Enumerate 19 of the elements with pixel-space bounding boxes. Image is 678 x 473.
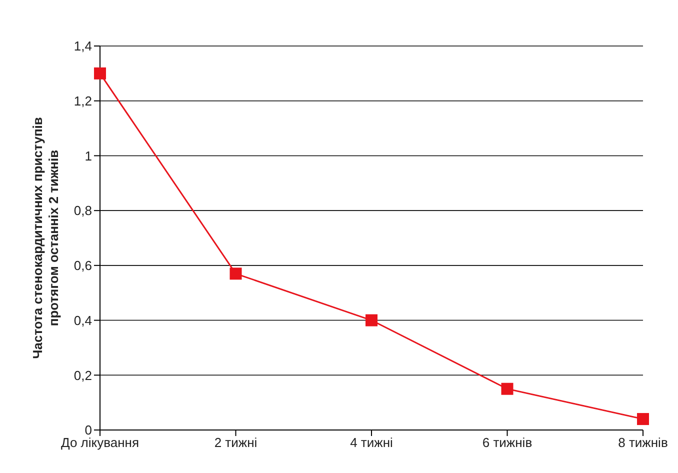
- point: [230, 268, 242, 280]
- x-tick-label: До лікування: [61, 435, 139, 450]
- x-tick-label: 4 тижні: [350, 435, 394, 450]
- y-tick-label: 0,4: [74, 312, 92, 328]
- y-tick-label: 0,6: [74, 258, 92, 274]
- point: [637, 413, 649, 426]
- x-tick-label: 2 тижні: [214, 435, 258, 450]
- x-tick-label: 8 тижнів: [618, 435, 668, 450]
- point: [366, 314, 378, 326]
- point: [501, 382, 514, 395]
- y-tick-label: 1,4: [74, 38, 92, 54]
- point: [94, 67, 106, 80]
- y-tick-label: 0: [84, 422, 92, 438]
- y-tick-label: 1,2: [74, 93, 92, 108]
- y-tick-label: 0,8: [74, 203, 92, 218]
- y-axis-title: Частота стенокардитичних приступів протягом останніх 2 тижнів: [30, 117, 61, 359]
- x-tick-label: 6 тижнів: [482, 435, 532, 450]
- y-tick-label: 0,2: [74, 368, 92, 383]
- y-tick-label: 1: [84, 148, 92, 164]
